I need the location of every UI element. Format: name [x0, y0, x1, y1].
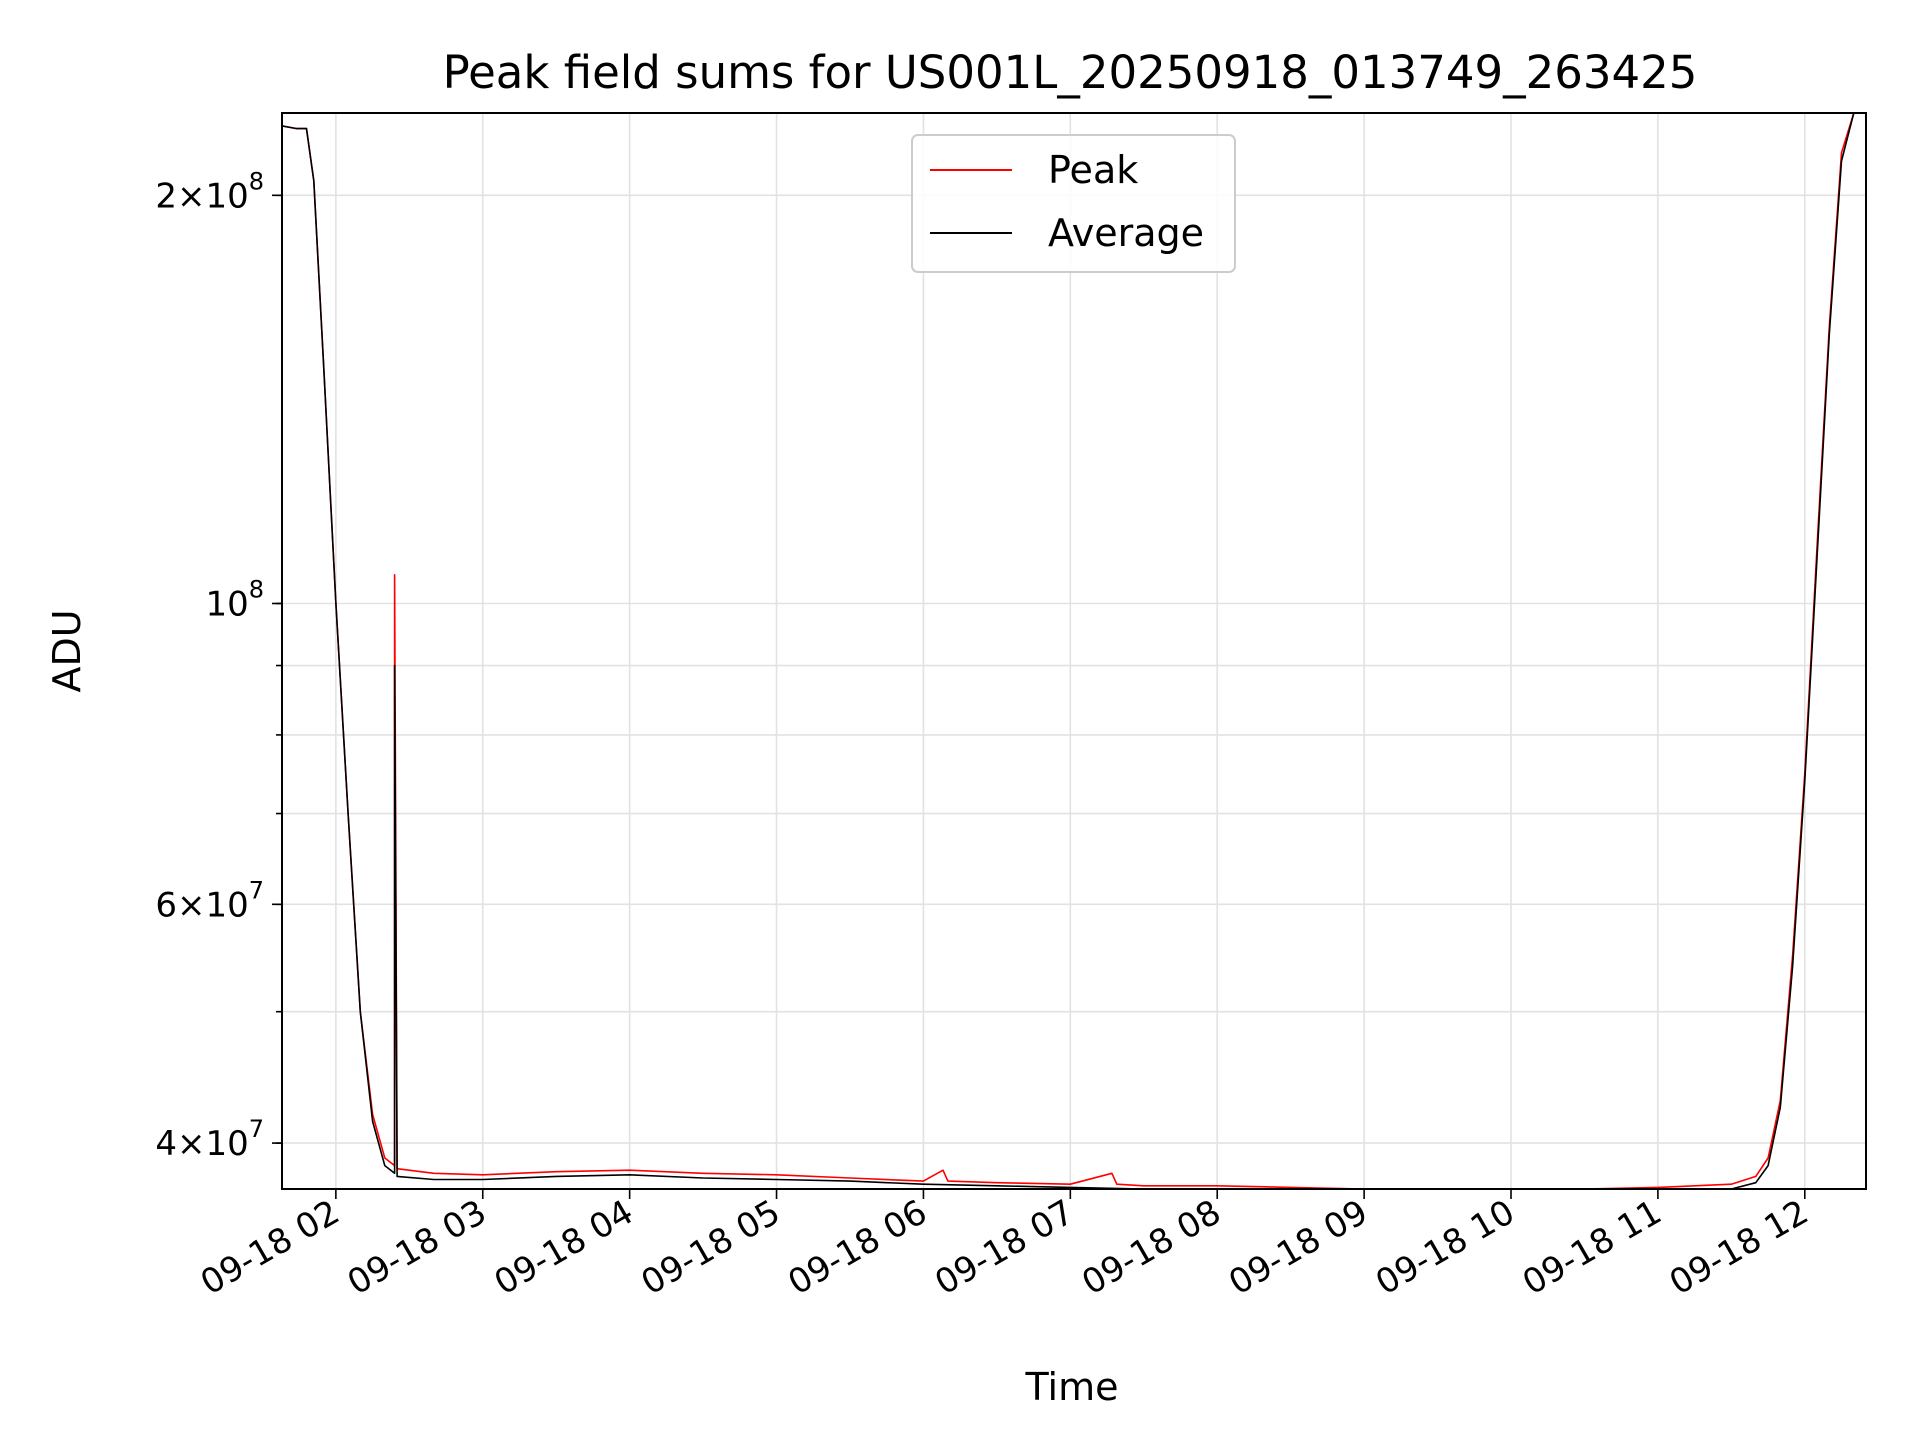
x-tick-label: 09-18 12 [1663, 1192, 1815, 1303]
x-tick-label: 09-18 06 [782, 1192, 934, 1303]
x-tick-label: 09-18 09 [1222, 1192, 1374, 1303]
x-tick-label: 09-18 05 [635, 1192, 787, 1303]
x-tick-label: 09-18 04 [488, 1192, 640, 1303]
x-tick-label: 09-18 10 [1369, 1192, 1521, 1303]
x-tick-label: 09-18 03 [341, 1192, 493, 1303]
y-tick-exponent: 8 [249, 575, 264, 603]
y-tick-mantissa: 2 [155, 176, 177, 216]
y-tick-mantissa: 4 [155, 1124, 177, 1164]
y-tick-exponent: 7 [249, 1115, 264, 1143]
x-tick-label: 09-18 08 [1075, 1192, 1227, 1303]
legend-label-peak: Peak [1048, 148, 1138, 192]
y-axis-label: ADU [45, 609, 89, 692]
y-tick-times: ×10 [177, 1124, 249, 1164]
plot-frame [281, 112, 1867, 1190]
y-tick-base: 10 [205, 584, 248, 624]
x-tick-label: 09-18 11 [1516, 1192, 1668, 1303]
y-tick-label: 2×108 [155, 167, 264, 216]
y-tick-label: 4×107 [155, 1115, 264, 1164]
y-tick-mantissa: 6 [155, 885, 177, 925]
legend-label-average: Average [1048, 211, 1204, 255]
y-tick-times: ×10 [177, 176, 249, 216]
series-line-average [282, 113, 1855, 1189]
x-tick-label: 09-18 02 [194, 1192, 346, 1303]
y-tick-exponent: 7 [249, 876, 264, 904]
x-axis-label: Time [1025, 1365, 1119, 1409]
series-line-peak [282, 113, 1855, 1189]
y-tick-exponent: 8 [249, 167, 264, 195]
chart-title: Peak field sums for US001L_20250918_0137… [443, 46, 1698, 99]
y-tick-times: ×10 [177, 885, 249, 925]
y-tick-label: 108 [205, 575, 264, 624]
y-tick-label: 6×107 [155, 876, 264, 925]
series-layer [282, 113, 1855, 1189]
x-tick-label: 09-18 07 [928, 1192, 1080, 1303]
grid [282, 113, 1866, 1189]
legend: Peak Average [911, 134, 1236, 273]
